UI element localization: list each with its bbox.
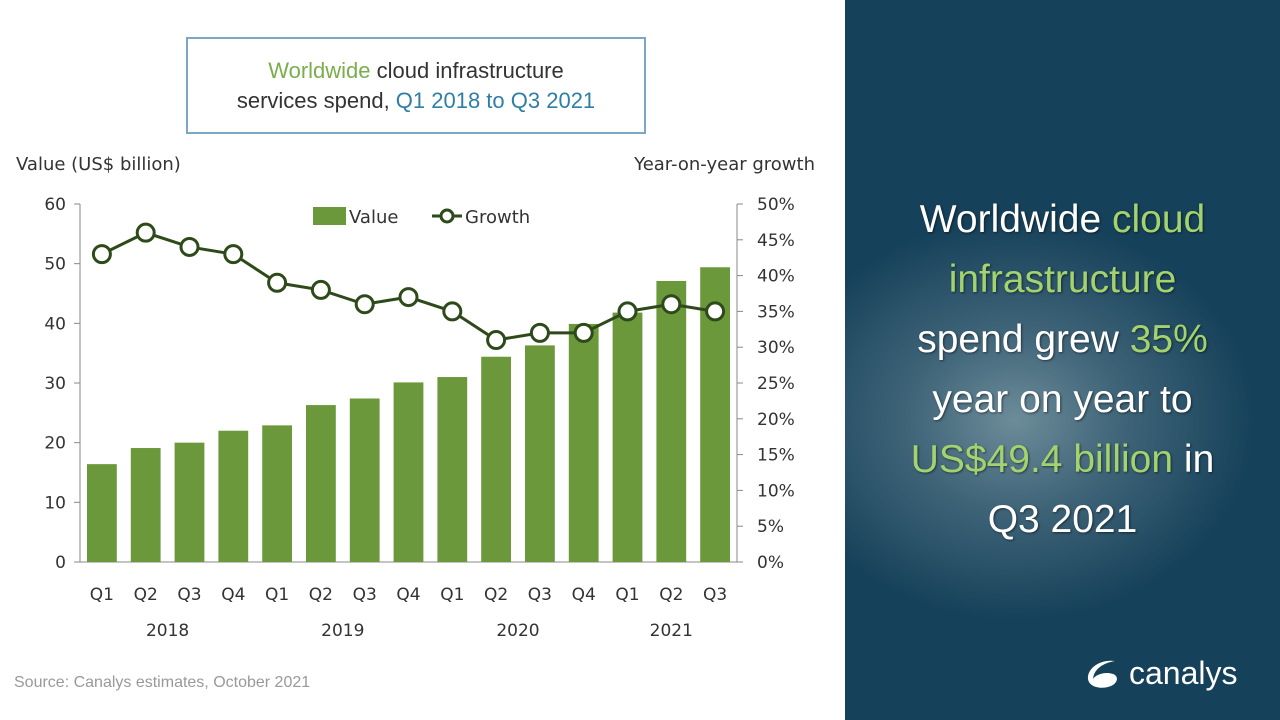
headline-text: year on year to — [932, 378, 1193, 421]
x-tick-label: Q3 — [703, 585, 727, 605]
growth-point — [398, 287, 419, 308]
y2-tick-label: 5% — [757, 517, 784, 537]
x-tick-label: Q1 — [265, 585, 289, 605]
x-tick-label: Q2 — [134, 585, 158, 605]
bar — [656, 280, 687, 562]
chart: Value (US$ billion) Year-on-year growth … — [16, 154, 815, 641]
growth-point — [442, 301, 463, 322]
y2-tick-label: 15% — [757, 446, 795, 466]
y2-tick-label: 45% — [757, 231, 795, 251]
x-tick-label: Q1 — [615, 585, 639, 605]
legend-value-label: Value — [349, 207, 398, 228]
headline-text: in — [1173, 438, 1215, 481]
bar — [306, 405, 336, 562]
y2-tick-label: 20% — [757, 410, 795, 430]
bar — [568, 323, 599, 562]
x-tick-label: Q3 — [353, 585, 377, 605]
year-label: 2018 — [146, 621, 189, 641]
bar — [218, 430, 249, 562]
growth-point — [223, 244, 244, 265]
source-note: Source: Canalys estimates, October 2021 — [14, 674, 311, 691]
bar — [393, 382, 424, 562]
growth-line — [91, 222, 726, 351]
logo-text: canalys — [1129, 655, 1238, 691]
x-tick-label: Q4 — [221, 585, 245, 605]
legend-growth-label: Growth — [465, 207, 530, 228]
bar — [174, 442, 205, 562]
headline-growth: 35% — [1129, 318, 1208, 361]
headline-panel: Worldwide cloud infrastructure spend gre… — [845, 0, 1280, 720]
canalys-logo: canalys — [1085, 655, 1238, 692]
legend-value-swatch — [313, 207, 346, 225]
headline-highlight: infrastructure — [948, 258, 1177, 301]
headline-text: Q3 2021 — [987, 498, 1138, 541]
title-text-2: services spend, — [236, 88, 396, 113]
y-tick-label: 50 — [44, 255, 66, 275]
x-tick-label: Q4 — [396, 585, 420, 605]
y2-tick-label: 30% — [757, 338, 795, 358]
y-tick-label: 60 — [44, 195, 66, 215]
growth-point — [529, 322, 550, 343]
bar — [481, 356, 511, 562]
headline-text: spend grew — [917, 318, 1130, 361]
growth-point — [354, 294, 375, 315]
y2-tick-label: 50% — [757, 195, 795, 215]
growth-point — [310, 279, 331, 300]
x-tick-label: Q2 — [659, 585, 683, 605]
y-axis-label: Value (US$ billion) — [16, 154, 181, 175]
chart-panel: Worldwide cloud infrastructure services … — [14, 37, 815, 691]
bar — [349, 398, 380, 562]
bar — [262, 425, 292, 562]
chart-title-box: Worldwide cloud infrastructure services … — [186, 37, 646, 134]
x-tick-label: Q2 — [484, 585, 508, 605]
y-axis: 0 10 20 30 40 50 60 — [44, 195, 81, 573]
headline: Worldwide cloud infrastructure spend gre… — [845, 190, 1280, 550]
growth-point — [91, 244, 112, 265]
y2-axis-label: Year-on-year growth — [633, 154, 815, 175]
x-axis-labels: Q1 Q2 Q3 Q4 Q1 Q2 Q3 Q4 Q1 Q2 Q3 Q4 Q1 Q2 Q3 2018 2019 20… — [90, 585, 727, 641]
growth-point — [267, 272, 288, 293]
growth-point — [705, 301, 726, 322]
y-tick-label: 10 — [44, 493, 66, 513]
canalys-swoosh-icon — [1087, 660, 1117, 688]
bar — [437, 377, 468, 562]
y2-tick-label: 25% — [757, 374, 795, 394]
bar — [525, 345, 555, 562]
x-tick-label: Q4 — [572, 585, 596, 605]
y-tick-label: 40 — [44, 314, 66, 334]
growth-point — [486, 330, 507, 351]
headline-highlight: cloud — [1111, 198, 1206, 241]
x-tick-label: Q1 — [440, 585, 464, 605]
growth-point — [179, 236, 200, 257]
headline-text: Worldwide — [919, 198, 1112, 241]
growth-point — [135, 222, 156, 243]
year-label: 2019 — [321, 621, 364, 641]
year-label: 2020 — [496, 621, 539, 641]
growth-point — [573, 322, 594, 343]
title-period: Q1 2018 to Q3 2021 — [395, 88, 596, 113]
title-worldwide: Worldwide — [268, 58, 371, 83]
bar — [87, 464, 117, 562]
legend-growth-marker — [439, 208, 455, 224]
growth-point — [617, 301, 638, 322]
y-tick-label: 0 — [55, 553, 66, 573]
x-tick-label: Q3 — [528, 585, 552, 605]
title-text-1: cloud infrastructure — [370, 58, 564, 83]
y-tick-label: 30 — [44, 374, 66, 394]
y2-tick-label: 35% — [757, 302, 795, 322]
y2-tick-label: 10% — [757, 481, 795, 501]
growth-point — [661, 294, 682, 315]
year-label: 2021 — [650, 621, 693, 641]
x-tick-label: Q1 — [90, 585, 114, 605]
bar — [130, 448, 161, 562]
headline-value: US$49.4 billion — [910, 438, 1174, 481]
bar — [612, 312, 643, 562]
y2-tick-label: 40% — [757, 267, 795, 287]
x-tick-label: Q3 — [177, 585, 201, 605]
bars — [87, 267, 730, 562]
x-tick-label: Q2 — [309, 585, 333, 605]
y-tick-label: 20 — [44, 434, 66, 454]
legend: Value Growth — [313, 207, 530, 228]
y2-tick-label: 0% — [757, 553, 784, 573]
